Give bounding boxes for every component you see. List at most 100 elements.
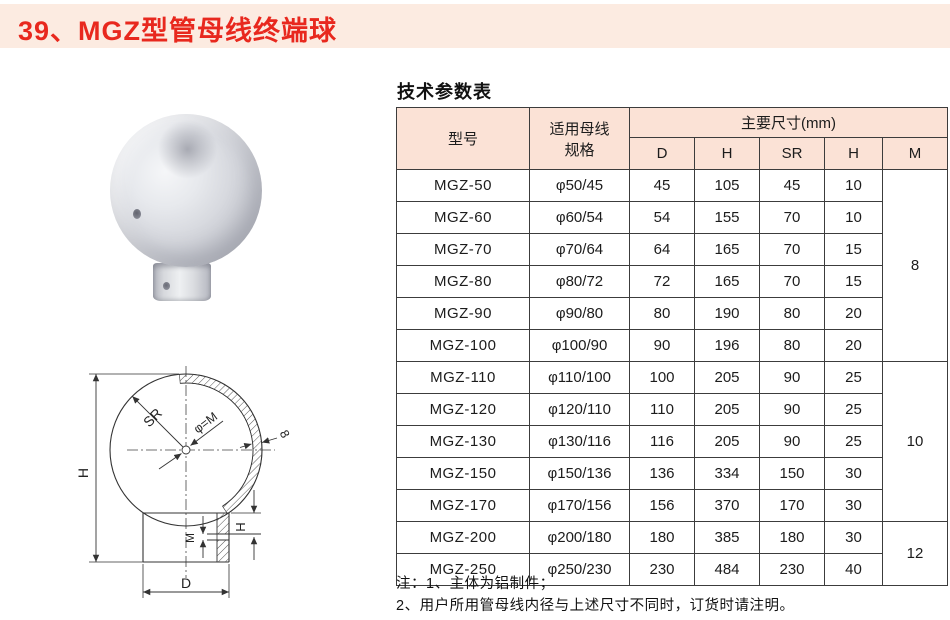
cell-sr: 70 (759, 201, 825, 234)
cell-model: MGZ-70 (396, 233, 530, 266)
cell-d: 64 (629, 233, 695, 266)
table-notes: 注：1、主体为铝制件； 2、用户所用管母线内径与上述尺寸不同时，订货时请注明。 (396, 573, 795, 617)
table-row: MGZ-50 φ50/45 45 105 45 10 8 (396, 169, 949, 362)
product-photo-stub (153, 263, 211, 301)
spec-table: 型号 适用母线 规格 主要尺寸(mm) D H SR H M MGZ-50 φ5… (396, 107, 949, 586)
product-photo-stub-hole (163, 282, 170, 290)
cell-model: MGZ-110 (396, 361, 530, 394)
cell-h1: 165 (694, 233, 760, 266)
page-title: 39、MGZ型管母线终端球 (18, 16, 338, 46)
col-header-model: 型号 (396, 107, 530, 170)
col-header-sr: SR (759, 137, 825, 170)
cell-h2: 15 (824, 233, 883, 266)
drawing-label-height: H (75, 468, 91, 478)
col-header-spec-line2: 规格 (564, 141, 595, 159)
cell-h1: 196 (694, 329, 760, 362)
table-row: MGZ-100 φ100/90 90 196 80 20 (396, 329, 948, 362)
cell-sr: 90 (759, 425, 825, 458)
table-row: MGZ-70 φ70/64 64 165 70 15 (396, 233, 948, 266)
cell-d: 116 (629, 425, 695, 458)
cell-d: 230 (629, 553, 695, 586)
cell-sr: 70 (759, 233, 825, 266)
table-row: MGZ-200 φ200/180 180 385 180 30 12 (396, 521, 949, 586)
cell-m-group: 10 (881, 361, 949, 522)
cell-h2: 25 (824, 393, 883, 426)
drawing-label-d: D (181, 575, 191, 591)
cell-model: MGZ-170 (396, 489, 530, 522)
cell-d: 136 (629, 457, 695, 490)
col-header-spec-line1: 适用母线 (549, 120, 610, 138)
cell-model: MGZ-130 (396, 425, 530, 458)
cell-spec: φ100/90 (529, 329, 630, 362)
cell-spec: φ150/136 (529, 457, 630, 490)
drawing-label-wall-thickness: 8 (277, 428, 293, 441)
table-row: MGZ-120 φ120/110 110 205 90 25 (396, 393, 948, 426)
cell-d: 156 (629, 489, 695, 522)
cell-spec: φ50/45 (529, 169, 630, 202)
cell-d: 110 (629, 393, 695, 426)
cell-h2: 30 (824, 489, 883, 522)
col-header-dims-group: 主要尺寸(mm) (628, 107, 949, 138)
cell-h2: 25 (824, 425, 883, 458)
table-row: MGZ-110 φ110/100 100 205 90 25 10 (396, 361, 949, 522)
cell-h2: 30 (824, 457, 883, 490)
cell-d: 100 (629, 361, 695, 394)
section-title-bar: 39、MGZ型管母线终端球 (0, 4, 950, 48)
cell-sr: 80 (759, 297, 825, 330)
drawing-label-m: M (183, 533, 197, 543)
cell-d: 54 (629, 201, 695, 234)
table-caption: 技术参数表 (397, 82, 492, 102)
cell-d: 72 (629, 265, 695, 298)
cell-spec: φ170/156 (529, 489, 630, 522)
cell-model: MGZ-90 (396, 297, 530, 330)
cell-h1: 334 (694, 457, 760, 490)
cell-model: MGZ-120 (396, 393, 530, 426)
cell-model: MGZ-100 (396, 329, 530, 362)
cell-spec: φ130/116 (529, 425, 630, 458)
cell-h2: 20 (824, 329, 883, 362)
cell-d: 90 (629, 329, 695, 362)
cell-h2: 15 (824, 265, 883, 298)
table-row: MGZ-170 φ170/156 156 370 170 30 (396, 489, 948, 522)
table-row: MGZ-130 φ130/116 116 205 90 25 (396, 425, 948, 458)
cell-model: MGZ-200 (396, 521, 530, 554)
product-photo-sphere (110, 114, 262, 267)
drawing-label-sr: SR (140, 405, 165, 430)
cell-h1: 385 (694, 521, 760, 554)
cell-d: 180 (629, 521, 695, 554)
table-row: MGZ-80 φ80/72 72 165 70 15 (396, 265, 948, 298)
cell-h2: 25 (824, 361, 883, 394)
cell-h1: 484 (694, 553, 760, 586)
technical-drawing: SR φ=M 8 H M H D (75, 366, 293, 598)
cell-h1: 205 (694, 425, 760, 458)
cell-spec: φ250/230 (529, 553, 630, 586)
cell-sr: 90 (759, 393, 825, 426)
cell-h1: 155 (694, 201, 760, 234)
cell-sr: 90 (759, 361, 825, 394)
product-photo-sphere-hole (133, 209, 141, 219)
note-line-2: 2、用户所用管母线内径与上述尺寸不同时，订货时请注明。 (396, 598, 795, 614)
cell-m-group: 12 (881, 521, 949, 586)
cell-spec: φ60/54 (529, 201, 630, 234)
cell-m-group: 8 (881, 169, 949, 362)
cell-sr: 150 (759, 457, 825, 490)
col-header-m: M (881, 137, 949, 170)
cell-h2: 10 (824, 169, 883, 202)
cell-model: MGZ-150 (396, 457, 530, 490)
cell-model: MGZ-250 (396, 553, 530, 586)
cell-h2: 30 (824, 521, 883, 554)
cell-spec: φ110/100 (529, 361, 630, 394)
cell-h1: 370 (694, 489, 760, 522)
col-header-h2: H (824, 137, 883, 170)
col-header-h1: H (694, 137, 760, 170)
cell-h2: 40 (824, 553, 883, 586)
drawing-label-phi-m: φ=M (191, 409, 220, 436)
cell-spec: φ70/64 (529, 233, 630, 266)
cell-sr: 180 (759, 521, 825, 554)
cell-sr: 80 (759, 329, 825, 362)
cell-spec: φ80/72 (529, 265, 630, 298)
cell-h1: 205 (694, 361, 760, 394)
cell-spec: φ120/110 (529, 393, 630, 426)
cell-h1: 165 (694, 265, 760, 298)
